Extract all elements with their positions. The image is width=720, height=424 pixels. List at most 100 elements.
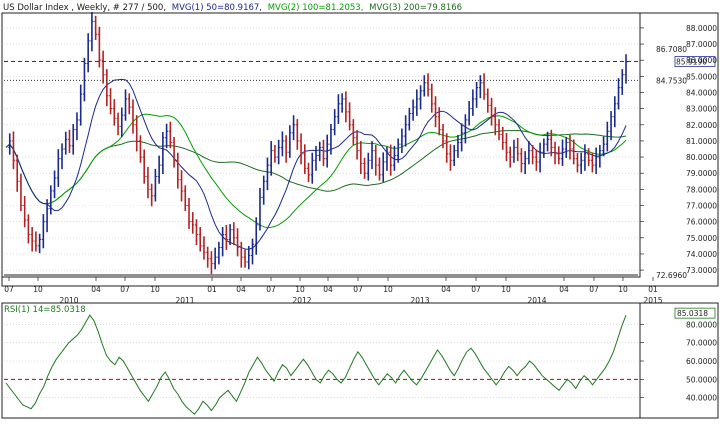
price-bar — [411, 99, 415, 121]
price-bar — [415, 89, 419, 116]
last-price-label: 85.9190 — [674, 56, 716, 67]
price-bar — [493, 107, 497, 136]
price-bar — [579, 152, 583, 175]
price-bar — [377, 157, 381, 181]
price-bar — [426, 73, 430, 97]
price-bar — [284, 135, 288, 163]
x-month-label: 10 — [501, 285, 511, 294]
price-y-tick-label: 77.0000 — [686, 202, 717, 211]
x-month-label: 10 — [295, 285, 305, 294]
price-bar — [105, 69, 109, 107]
price-bars — [8, 11, 628, 275]
price-bar — [138, 135, 142, 163]
price-bar — [269, 141, 273, 176]
x-month-label: 04 — [559, 285, 569, 294]
price-bar — [236, 228, 240, 257]
level-label: 84.7530 — [656, 76, 687, 85]
price-bar — [516, 137, 520, 162]
price-bar — [34, 231, 38, 252]
price-bar — [325, 134, 329, 168]
ma2-legend: MVG(2) 100=81.2053, — [268, 3, 364, 13]
price-bar — [299, 133, 303, 165]
price-bar — [217, 241, 221, 265]
price-y-tick-label: 75.0000 — [686, 234, 717, 243]
x-month-label: 10 — [33, 285, 43, 294]
price-bar — [303, 144, 307, 175]
price-bar — [262, 175, 266, 205]
rsi-y-axis: 80.0000 70.0000 60.0000 50.0000 40.0000 85.03… — [640, 307, 717, 403]
price-bar — [359, 141, 363, 175]
price-bar — [467, 101, 471, 126]
price-bar — [441, 123, 445, 149]
price-bar — [348, 102, 352, 131]
price-bar — [116, 112, 120, 136]
price-bar — [30, 226, 34, 252]
price-bar — [572, 139, 576, 165]
rsi-last-label: 85.0318 — [674, 307, 716, 319]
price-bar — [590, 152, 594, 173]
price-bar — [15, 154, 19, 192]
price-bar — [206, 246, 210, 268]
price-bar — [430, 83, 434, 113]
price-bar — [232, 222, 236, 246]
price-bar — [101, 50, 105, 84]
rsi-y-tick-label: 70.0000 — [686, 339, 717, 348]
price-y-tick-label: 83.0000 — [686, 105, 717, 114]
high-label: 86.7080 — [656, 45, 687, 54]
price-bar — [561, 139, 565, 166]
rsi-last-text: 85.0318 — [677, 309, 708, 318]
x-year-label: 2010 — [59, 296, 78, 305]
x-year-label: 2012 — [292, 296, 311, 305]
price-bar — [497, 119, 501, 141]
x-month-label: 10 — [618, 285, 628, 294]
price-bar — [340, 93, 344, 113]
price-bar — [374, 144, 378, 176]
price-bar — [221, 226, 225, 257]
ma2-line — [5, 113, 627, 229]
price-bar — [168, 121, 172, 149]
low-label-text: 72.6960 — [656, 271, 687, 280]
price-bar — [404, 115, 408, 147]
price-y-tick-label: 74.0000 — [686, 250, 717, 259]
price-bar — [191, 212, 195, 234]
price-y-tick-label: 85.0000 — [686, 72, 717, 81]
price-bar — [392, 145, 396, 171]
price-bar — [445, 133, 449, 163]
price-bar — [475, 82, 479, 108]
price-levels: 86.7080 84.7530 72.6960 85.9190 — [4, 45, 716, 280]
price-bar — [351, 119, 355, 145]
x-month-label: 01 — [207, 285, 217, 294]
price-bar — [209, 251, 213, 275]
price-bar — [553, 141, 557, 165]
price-bar — [538, 142, 542, 173]
price-bar — [273, 144, 277, 163]
price-bar — [56, 149, 60, 187]
price-panel — [1, 12, 719, 287]
price-bar — [19, 173, 23, 212]
price-bar — [546, 131, 550, 152]
price-bar — [124, 89, 128, 121]
rsi-y-tick-label: 80.0000 — [686, 320, 717, 329]
x-month-label: 07 — [353, 285, 363, 294]
price-bar — [277, 139, 281, 165]
price-bar — [146, 166, 150, 199]
price-bar — [11, 131, 15, 170]
price-bar — [165, 123, 169, 149]
price-y-axis: 88.0000 87.0000 86.0000 85.0000 84.0000 83.00… — [640, 24, 717, 275]
price-bar — [314, 145, 318, 171]
price-bar — [363, 157, 367, 179]
price-bar — [355, 130, 359, 160]
price-bar — [598, 144, 602, 168]
price-bar — [419, 85, 423, 110]
price-bar — [396, 138, 400, 163]
price-bar — [254, 217, 258, 255]
last-price-label-text: 85.9190 — [676, 58, 707, 67]
price-bar — [202, 236, 206, 260]
price-bar — [295, 119, 299, 150]
price-bar — [321, 139, 325, 166]
price-bar — [71, 123, 75, 155]
price-bar — [224, 225, 228, 250]
rsi-series-line — [5, 314, 627, 415]
